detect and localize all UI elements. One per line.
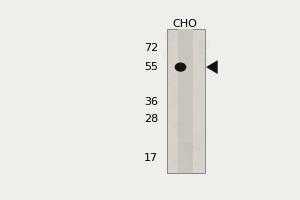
Text: 72: 72 bbox=[144, 43, 158, 53]
Polygon shape bbox=[206, 60, 218, 74]
Text: 17: 17 bbox=[144, 153, 158, 163]
Bar bbox=[167, 29, 205, 173]
Text: 28: 28 bbox=[144, 114, 158, 124]
Text: CHO: CHO bbox=[173, 19, 198, 29]
Ellipse shape bbox=[175, 62, 186, 72]
Bar bbox=[178, 29, 193, 173]
Text: 55: 55 bbox=[144, 62, 158, 72]
Text: 36: 36 bbox=[144, 97, 158, 107]
